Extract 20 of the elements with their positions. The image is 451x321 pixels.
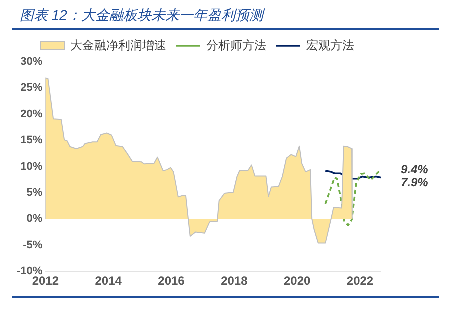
- legend-label: 分析师方法: [206, 38, 266, 52]
- y-tick-label: -5%: [23, 239, 43, 252]
- y-tick-label: 10%: [20, 160, 43, 173]
- x-tick-label: 2018: [221, 274, 248, 288]
- y-tick-label: 30%: [20, 56, 43, 68]
- y-tick-label: 0%: [26, 213, 43, 226]
- y-tick-label: 15%: [20, 134, 43, 147]
- annotation: 9.4%: [401, 162, 429, 176]
- x-tick-label: 2022: [346, 274, 374, 288]
- y-tick-label: 20%: [20, 108, 43, 120]
- chart-title: 图表 12：大金融板块未来一年盈利预测: [12, 0, 439, 30]
- legend-label: 大金融净利润增速: [70, 38, 166, 52]
- legend-label: 宏观方法: [306, 38, 354, 52]
- y-tick-label: 5%: [26, 187, 43, 200]
- x-tick-label: 2014: [95, 274, 122, 288]
- x-tick-label: 2016: [158, 274, 186, 288]
- x-tick-label: 2020: [284, 274, 311, 288]
- line-series: [324, 169, 381, 226]
- y-tick-label: 25%: [20, 82, 43, 94]
- annotation: 7.9%: [401, 175, 429, 190]
